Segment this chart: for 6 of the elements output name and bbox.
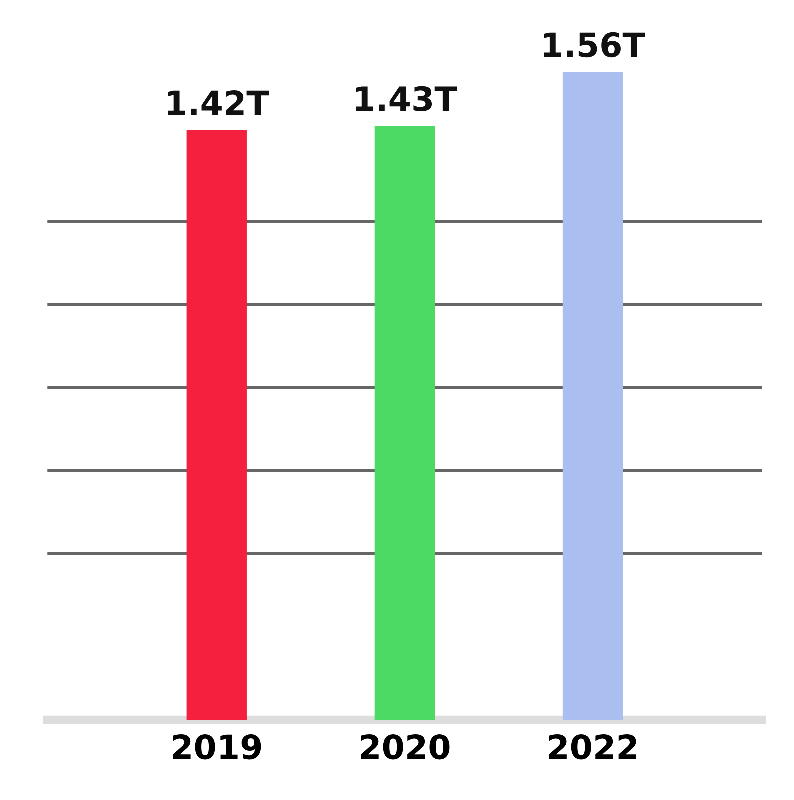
data-label: 1.43T: [356, 86, 458, 112]
x-tick-label: 2019: [173, 734, 262, 760]
data-label: 1.56T: [544, 32, 646, 58]
x-tick-label: 2020: [361, 734, 450, 760]
x-tick-label: 2022: [549, 734, 636, 760]
data-label: 1.42T: [168, 90, 270, 116]
